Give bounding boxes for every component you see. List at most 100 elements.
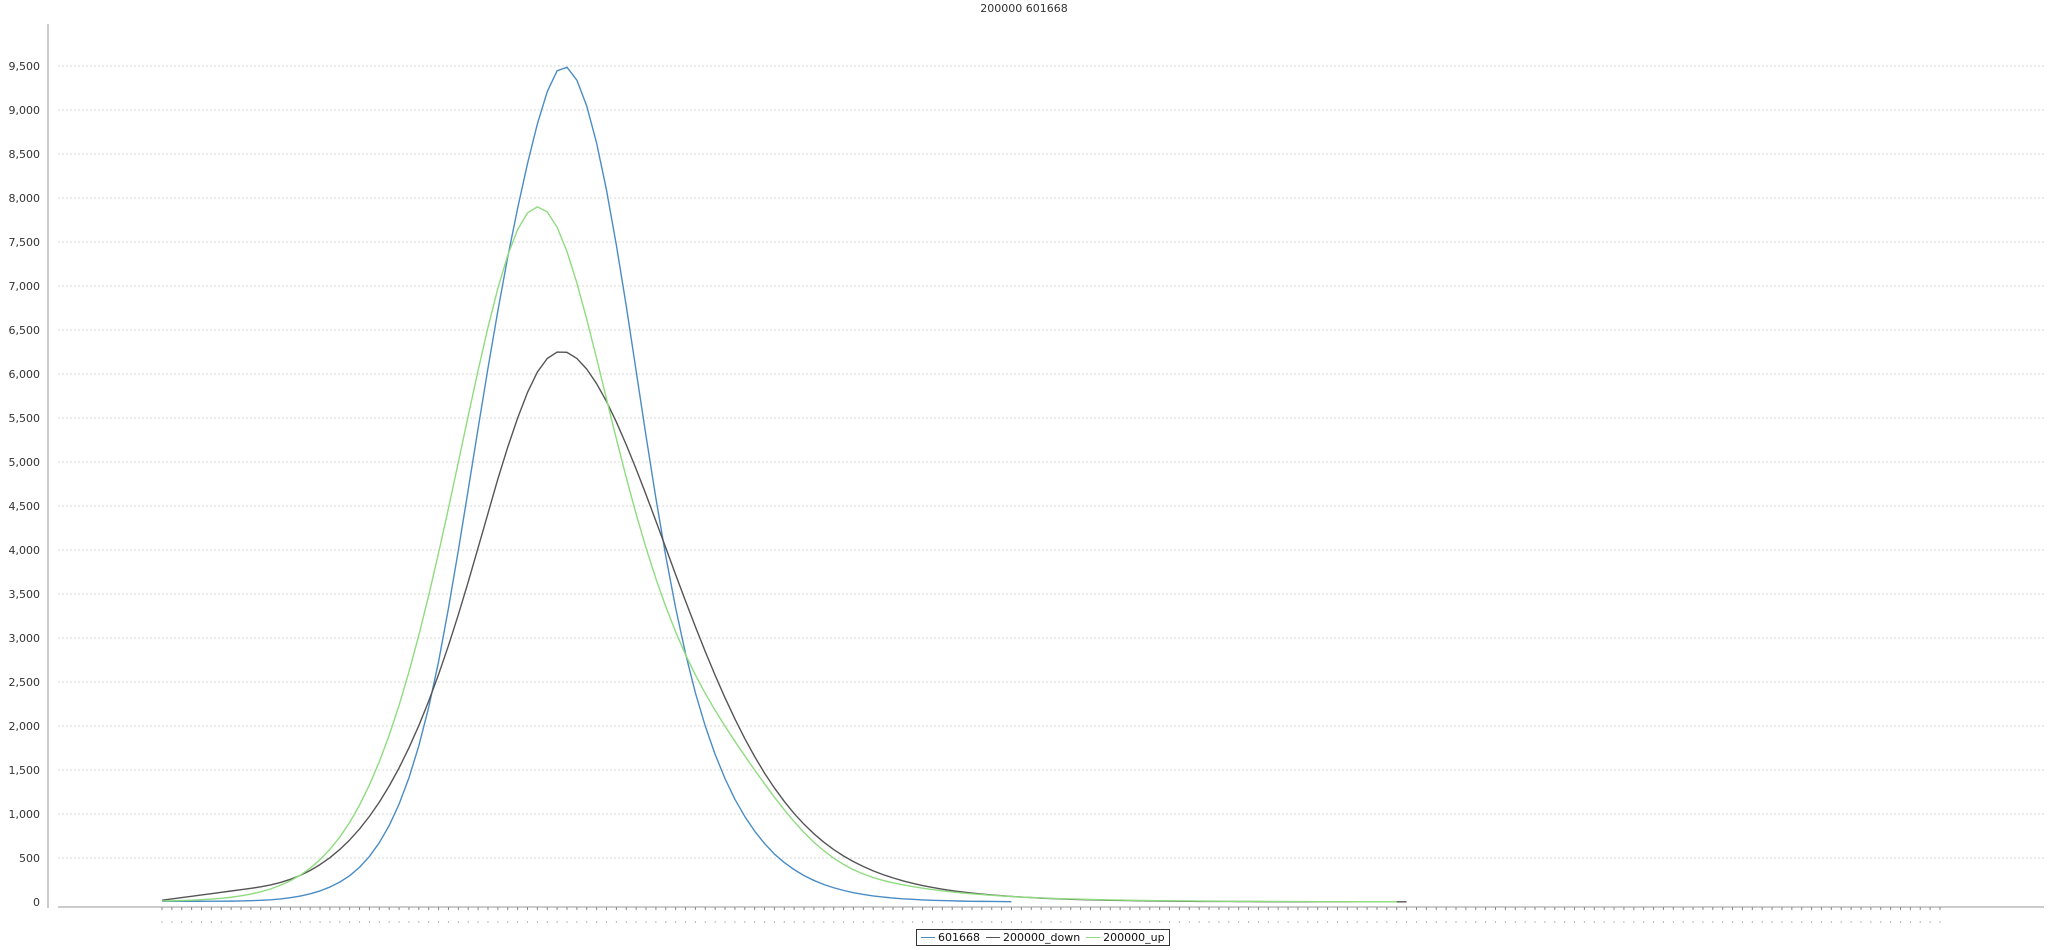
x-tick-dot: [1198, 921, 1200, 923]
x-tick-dot: [1712, 921, 1714, 923]
x-tick-dot: [467, 921, 469, 923]
x-tick-dot: [546, 921, 548, 923]
x-tick-dot: [1633, 921, 1635, 923]
x-tick-dot: [1830, 921, 1832, 923]
x-tick-dot: [803, 921, 805, 923]
x-tick-dot: [1267, 921, 1269, 923]
x-tick-dot: [1583, 921, 1585, 923]
x-tick-dot: [1386, 921, 1388, 923]
x-tick-dot: [833, 921, 835, 923]
x-tick-dot: [507, 921, 509, 923]
legend-label: 601668: [938, 931, 980, 944]
x-tick-dot: [1149, 921, 1151, 923]
x-tick-dot: [1238, 921, 1240, 923]
x-tick-dot: [1850, 921, 1852, 923]
x-tick-dot: [862, 921, 864, 923]
x-tick-dot: [368, 921, 371, 923]
gridlines: [58, 65, 2044, 859]
x-tick-dot: [1652, 921, 1655, 923]
x-tick-dot: [388, 921, 390, 923]
x-tick-dot: [1208, 921, 1210, 923]
x-tick-dot: [1475, 921, 1477, 923]
x-tick-dot: [1257, 921, 1260, 923]
x-tick-dot: [823, 921, 825, 923]
chart-title: 200000 601668: [980, 2, 1068, 15]
x-tick-dot: [1603, 921, 1605, 923]
x-tick-dot: [260, 921, 262, 923]
x-tick-dot: [339, 921, 341, 923]
x-tick-dot: [615, 921, 617, 923]
x-tick-dot: [734, 921, 736, 923]
x-tick-dot: [1277, 921, 1279, 923]
x-tick-dot: [576, 921, 578, 923]
x-tick-dot: [1870, 921, 1872, 923]
legend-label: 200000_up: [1103, 931, 1165, 944]
x-tick-dot: [536, 921, 538, 923]
x-tick-dot: [1613, 921, 1615, 923]
x-tick-dot: [921, 921, 924, 923]
x-tick-dot: [635, 921, 637, 923]
x-tick-dot: [1722, 921, 1724, 923]
x-tick-dot: [1662, 921, 1665, 923]
x-tick-dot: [1080, 921, 1082, 923]
x-tick-dot: [1573, 921, 1576, 923]
x-tick-dot: [1356, 921, 1358, 923]
x-tick-dot: [428, 921, 430, 923]
x-tick-dot: [1435, 921, 1437, 923]
x-tick-dot: [1119, 921, 1121, 923]
x-tick-dot: [1554, 921, 1556, 923]
x-tick-dot: [171, 921, 173, 923]
x-tick-dot: [754, 921, 756, 923]
x-tick-dot: [981, 921, 983, 923]
legend-swatch: [986, 937, 1000, 938]
x-tick-dot: [1218, 921, 1220, 923]
x-tick-dot: [1860, 921, 1862, 923]
x-tick-dot: [1376, 921, 1378, 923]
legend-swatch: [921, 937, 935, 938]
y-tick-label: 6,500: [9, 324, 41, 337]
x-tick-dot: [279, 921, 282, 923]
x-tick-dot: [694, 921, 697, 923]
x-tick-dot: [1801, 921, 1803, 923]
x-tick-dot: [517, 921, 519, 923]
x-tick-dot: [1880, 921, 1882, 923]
x-tick-dot: [941, 921, 943, 923]
x-tick-dot: [1534, 921, 1536, 923]
x-tick-dot: [1544, 921, 1546, 923]
x-tick-dot: [289, 921, 292, 923]
x-tick-dot: [1168, 921, 1171, 923]
x-tick-dot: [813, 921, 815, 923]
x-tick-dot: [447, 921, 450, 923]
x-tick-dot: [1445, 921, 1447, 923]
y-tick-label: 500: [19, 852, 40, 865]
x-tick-dot: [1781, 921, 1783, 923]
legend-swatch: [1086, 937, 1101, 938]
x-tick-dot: [1751, 921, 1753, 923]
x-tick-dot: [1099, 921, 1101, 923]
x-tick-dot: [1287, 921, 1289, 923]
x-tick-dot: [1692, 921, 1694, 923]
x-tick-dot: [378, 921, 380, 923]
x-tick-dot: [625, 921, 627, 923]
x-tick-dot: [1820, 921, 1823, 923]
x-tick-dot: [872, 921, 874, 923]
x-tick-dot: [961, 921, 963, 923]
y-tick-label: 8,500: [9, 148, 41, 161]
x-tick-dot: [1643, 921, 1645, 923]
x-tick-dot: [299, 921, 301, 923]
x-tick-dot: [181, 921, 183, 923]
series-line-200000-up: [161, 206, 1397, 903]
x-tick-dot: [230, 921, 232, 923]
x-tick-dot: [358, 921, 361, 923]
x-tick-dot: [1564, 921, 1566, 923]
legend-item: 200000_up: [1086, 931, 1165, 944]
x-tick-dot: [645, 921, 647, 923]
x-tick-dot: [418, 921, 420, 923]
x-tick-dot: [1485, 921, 1487, 923]
x-tick-dot: [842, 921, 845, 923]
x-tick-dot: [1040, 921, 1042, 923]
x-tick-dot: [1346, 921, 1348, 923]
x-tick-dot: [1919, 921, 1921, 923]
legend-label: 200000_down: [1003, 931, 1081, 944]
y-tick-label: 4,000: [9, 544, 41, 557]
